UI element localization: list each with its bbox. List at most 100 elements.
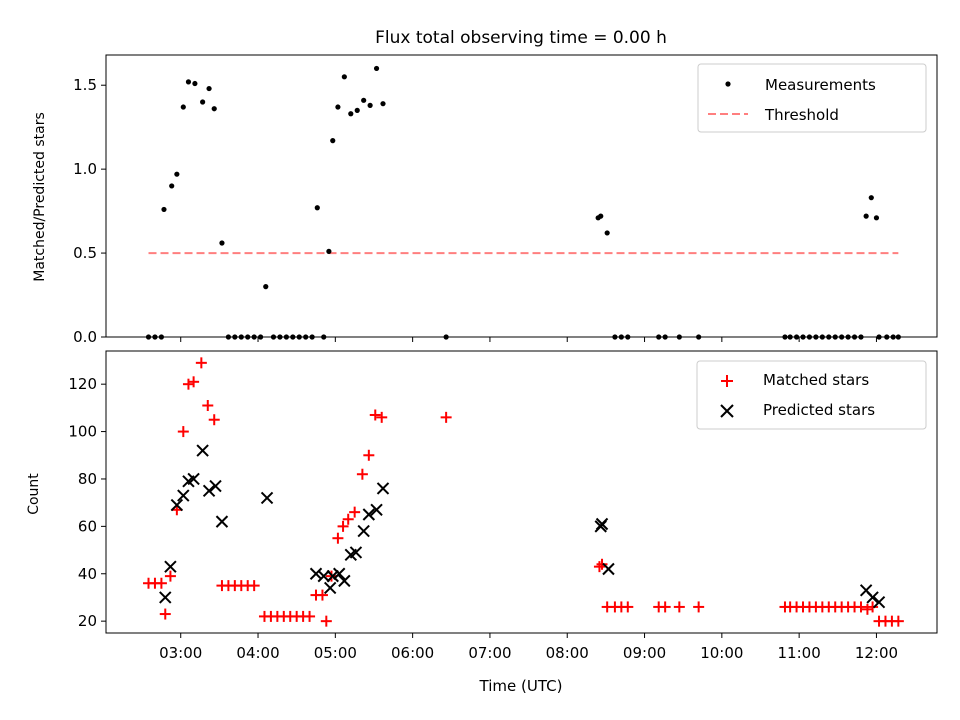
bottom-plot-frame	[105, 350, 938, 634]
matched-star-point	[155, 577, 167, 589]
matched-star-point	[622, 601, 634, 613]
bottom-y-tick-label: 60	[78, 517, 97, 535]
measurement-point	[380, 101, 386, 107]
measurement-point	[326, 248, 332, 254]
matched-star-point	[202, 400, 214, 412]
bottom-data-layer	[143, 357, 904, 627]
x-tick-label: 10:00	[700, 644, 743, 662]
measurement-point	[348, 111, 354, 117]
legend-marker-matched	[721, 375, 733, 387]
predicted-star-point	[866, 591, 879, 604]
matched-star-point	[304, 610, 316, 622]
legend-label-measurements: Measurements	[765, 76, 876, 94]
matched-star-point	[195, 357, 207, 369]
matched-star-point	[867, 601, 879, 613]
x-tick-label: 11:00	[778, 644, 821, 662]
measurement-point	[361, 97, 367, 103]
matched-star-point	[248, 580, 260, 592]
legend-label-predicted: Predicted stars	[763, 401, 875, 419]
bottom-panel: Count Time (UTC) 20 40 60 80 100 120 03:00 04:…	[26, 350, 938, 695]
predicted-star-point	[260, 491, 274, 505]
predicted-star-point	[317, 569, 330, 583]
predicted-star-point	[164, 560, 177, 573]
predicted-star-point	[177, 489, 190, 502]
predicted-star-point	[215, 515, 229, 528]
x-tick-label: 09:00	[623, 644, 666, 662]
measurement-point	[219, 240, 225, 246]
predicted-star-point	[326, 569, 339, 583]
measurement-point	[354, 107, 360, 113]
x-tick-label: 04:00	[236, 644, 279, 662]
matched-star-point	[659, 601, 671, 613]
legend-marker-predicted	[720, 404, 734, 418]
matched-star-point	[673, 601, 685, 613]
top-y-ticks: 0.0 0.5 1.0 1.5	[73, 76, 106, 346]
top-legend: Measurements Threshold	[697, 63, 927, 133]
matched-star-point	[159, 608, 171, 620]
predicted-star-point	[159, 591, 172, 604]
bottom-y-axis-label: Count	[26, 473, 42, 515]
measurement-point	[169, 183, 175, 189]
predicted-star-point	[170, 498, 184, 512]
x-axis-label: Time (UTC)	[479, 677, 563, 695]
matched-star-point	[188, 376, 200, 388]
matched-star-point	[440, 411, 452, 423]
bottom-x-ticks: 03:00 04:00 05:00 06:00 07:00 08:00 09:00 10:00…	[159, 633, 898, 662]
measurement-point	[330, 138, 336, 144]
measurement-point	[373, 65, 380, 72]
predicted-star-point	[370, 503, 383, 516]
predicted-star-point	[872, 595, 886, 609]
matched-star-point	[363, 449, 375, 461]
predicted-star-point	[209, 479, 222, 493]
top-y-tick-label: 0.5	[73, 244, 97, 262]
measurement-point	[200, 99, 206, 105]
matched-star-point	[182, 378, 194, 390]
x-tick-label: 03:00	[159, 644, 202, 662]
measurement-point	[263, 284, 269, 290]
measurement-point	[185, 79, 192, 85]
measurement-point	[604, 230, 610, 236]
bottom-y-tick-label: 80	[78, 470, 97, 488]
x-tick-label: 08:00	[546, 644, 589, 662]
predicted-star-point	[323, 581, 337, 595]
matched-star-point	[349, 506, 361, 518]
matched-star-point	[596, 558, 608, 570]
matched-star-point	[342, 513, 354, 525]
legend-label-threshold: Threshold	[764, 106, 839, 124]
predicted-star-point	[357, 524, 370, 538]
top-panel: Flux total observing time = 0.00 h Match…	[32, 28, 938, 346]
bottom-y-tick-label: 120	[68, 375, 97, 393]
measurement-point	[341, 74, 347, 80]
matched-star-point	[164, 570, 176, 582]
matched-star-point	[855, 601, 867, 613]
x-tick-label: 06:00	[391, 644, 434, 662]
top-y-tick-label: 0.0	[73, 328, 97, 346]
bottom-legend-frame	[696, 360, 927, 430]
predicted-star-point	[196, 444, 209, 457]
predicted-star-point	[362, 508, 376, 521]
top-y-tick-label: 1.0	[73, 160, 97, 178]
matched-star-point	[316, 589, 328, 601]
predicted-star-point	[309, 567, 323, 580]
matched-star-point	[369, 409, 381, 421]
matched-star-point	[593, 561, 605, 573]
predicted-star-point	[332, 567, 346, 580]
measurement-point	[868, 195, 874, 201]
predicted-star-point	[595, 517, 609, 531]
measurement-point	[873, 215, 880, 221]
predicted-star-point	[602, 562, 615, 576]
measurement-point	[367, 102, 373, 108]
matched-star-point	[337, 520, 349, 532]
matched-star-point	[693, 601, 705, 613]
matched-star-point	[892, 615, 904, 627]
measurement-point	[211, 106, 217, 112]
predicted-star-point	[349, 546, 363, 559]
bottom-y-ticks: 20 40 60 80 100 120	[68, 375, 106, 630]
measurement-point	[335, 104, 341, 110]
bottom-y-tick-label: 100	[68, 423, 97, 441]
top-legend-frame	[697, 63, 927, 133]
measurement-point	[314, 205, 320, 211]
bottom-legend: Matched stars Predicted stars	[696, 360, 927, 430]
bottom-y-tick-label: 40	[78, 565, 97, 583]
